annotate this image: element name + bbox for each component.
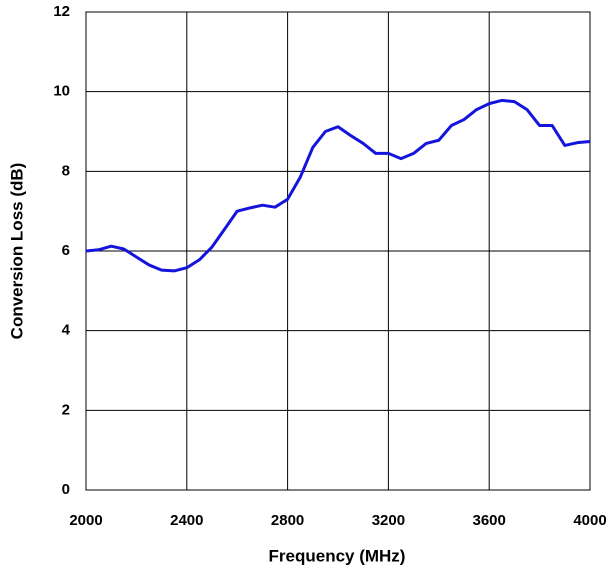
y-tick-label: 10	[53, 83, 70, 100]
y-tick-label: 2	[62, 401, 70, 418]
x-tick-label: 4000	[573, 512, 606, 529]
y-tick-label: 6	[62, 242, 70, 259]
y-tick-label: 4	[62, 322, 71, 339]
x-tick-label: 3600	[473, 512, 506, 529]
x-tick-label: 2400	[170, 512, 203, 529]
y-tick-label: 12	[53, 3, 70, 20]
y-tick-label: 0	[62, 481, 70, 498]
data-line	[85, 98, 591, 273]
x-tick-label: 3200	[372, 512, 405, 529]
x-tick-label: 2800	[271, 512, 304, 529]
x-axis-label: Frequency (MHz)	[269, 546, 406, 565]
y-tick-label: 8	[62, 162, 70, 179]
y-axis-label: Conversion Loss (dB)	[7, 163, 26, 340]
x-tick-label: 2000	[69, 512, 102, 529]
